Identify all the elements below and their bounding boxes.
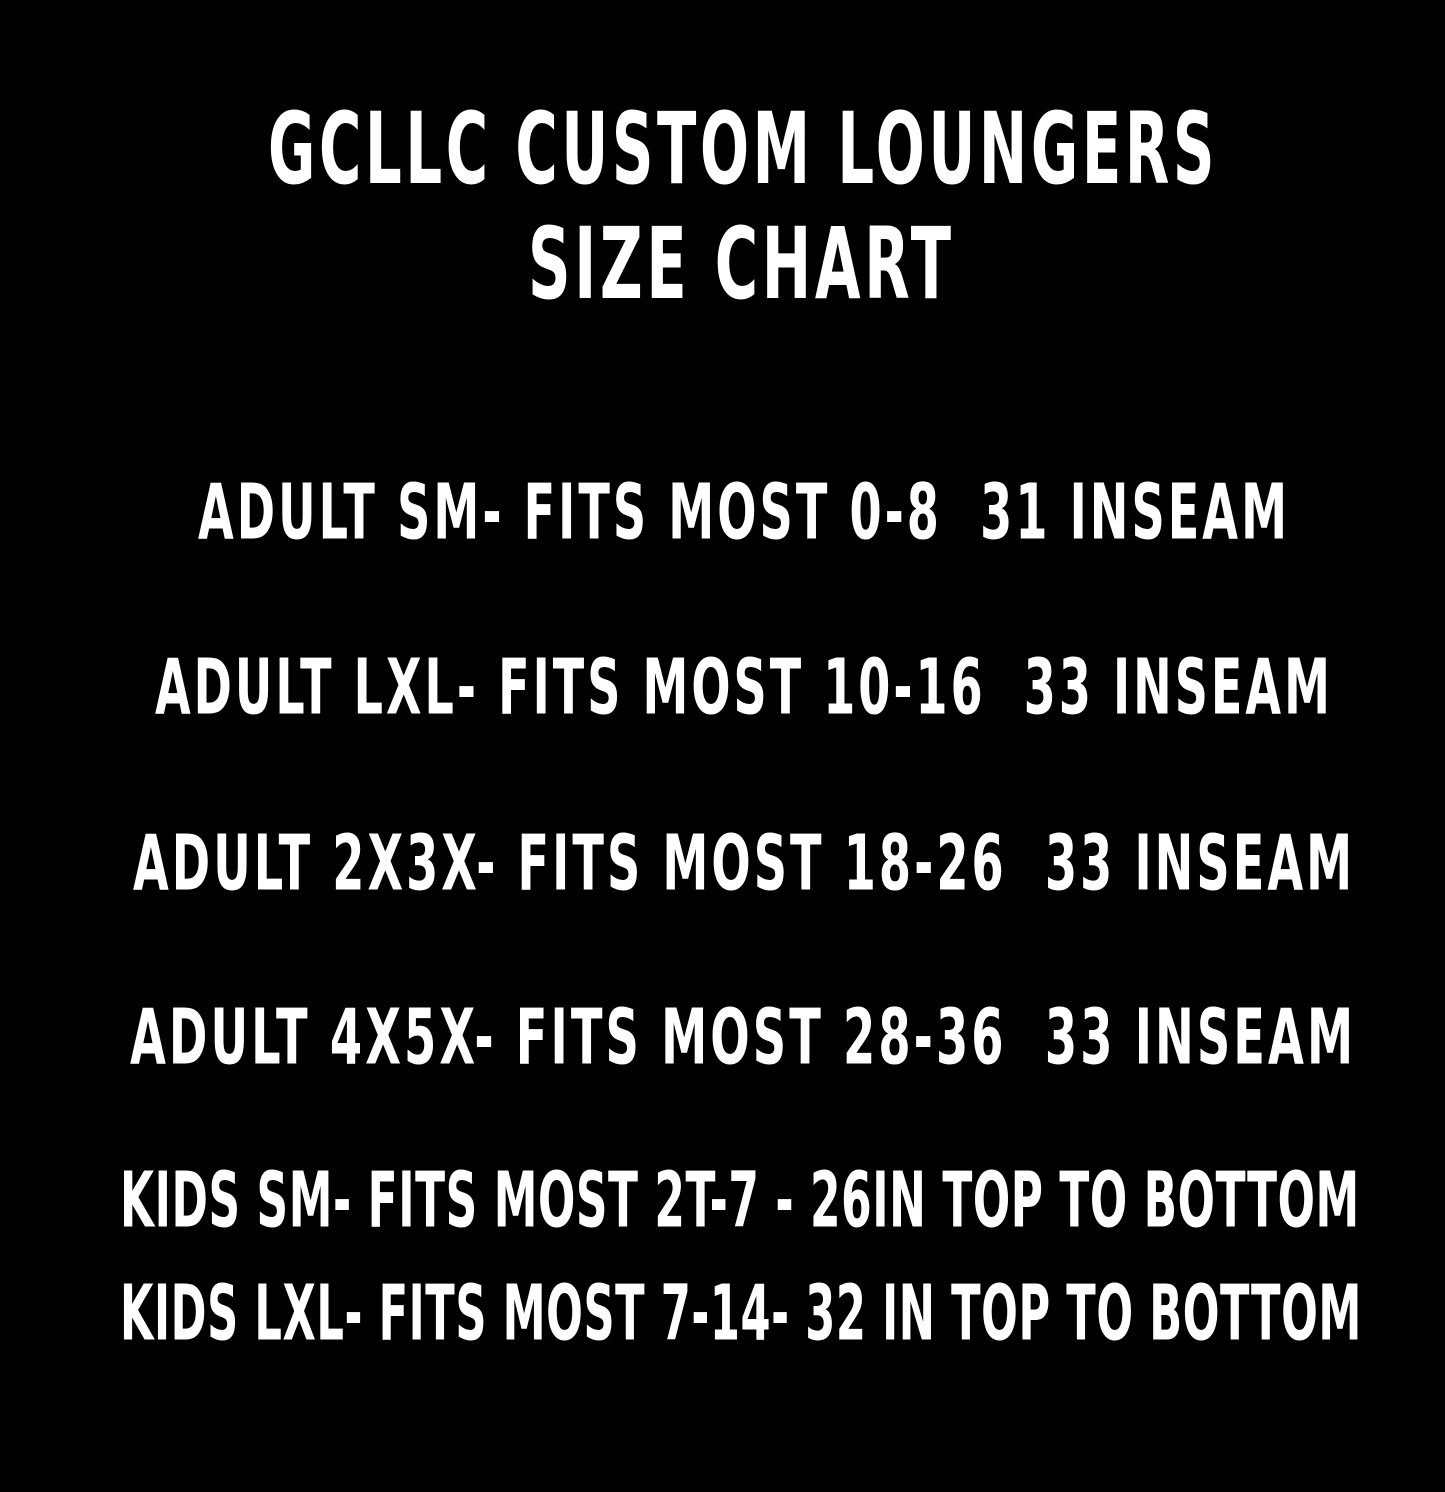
title-line-1: GCLLC CUSTOM LOUNGERS [268, 92, 1219, 208]
size-row-adult-lxl: ADULT LXL- FITS MOST 10-16 33 INSEAM [155, 641, 1333, 732]
size-row-kids-lxl: KIDS LXL- FITS MOST 7-14- 32 IN TOP TO B… [120, 1267, 1362, 1358]
size-row-adult-2x3x: ADULT 2X3X- FITS MOST 18-26 33 INSEAM [133, 817, 1356, 908]
size-row-adult-4x5x: ADULT 4X5X- FITS MOST 28-36 33 INSEAM [130, 991, 1357, 1082]
title-line-2: SIZE CHART [528, 207, 955, 323]
size-row-kids-sm: KIDS SM- FITS MOST 2T-7 - 26IN TOP TO BO… [120, 1154, 1360, 1245]
size-row-adult-sm: ADULT SM- FITS MOST 0-8 31 INSEAM [198, 466, 1291, 557]
